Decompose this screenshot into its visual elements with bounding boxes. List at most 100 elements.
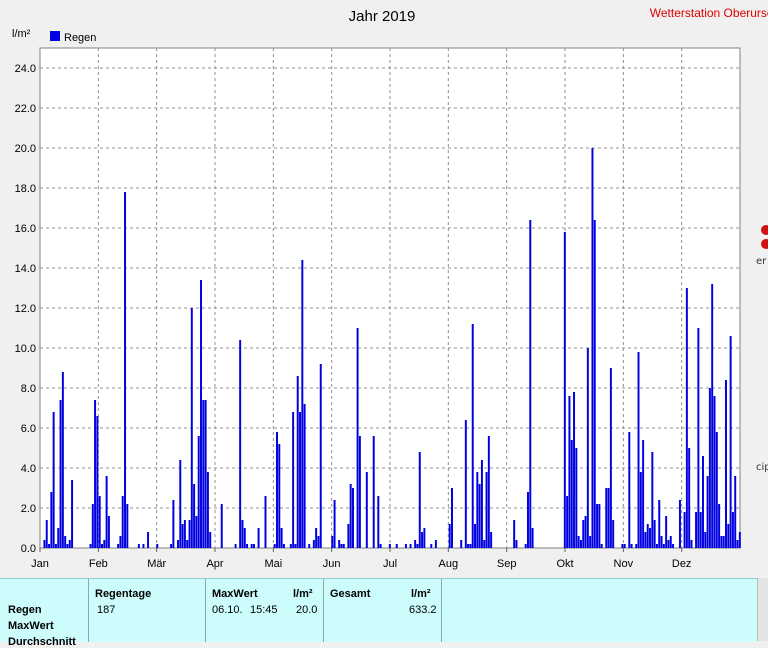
rain-bar [690, 540, 693, 548]
rain-bar [655, 544, 658, 548]
rain-bar [59, 400, 62, 548]
rain-bar [596, 504, 599, 548]
rain-bar [487, 436, 490, 548]
rain-bar [340, 544, 343, 548]
rain-bar [57, 528, 60, 548]
rain-bar [434, 540, 437, 548]
rain-bar [409, 544, 412, 548]
rain-bar [365, 472, 368, 548]
rain-bar [605, 488, 608, 548]
rain-bar [250, 544, 253, 548]
rain-bar [706, 476, 709, 548]
y-tick-label: 14.0 [15, 263, 36, 275]
rain-bar [416, 544, 419, 548]
rain-bar [414, 540, 417, 548]
edge-label-1: er [756, 256, 767, 267]
rain-bar [43, 540, 46, 548]
x-tick-label: Mär [147, 558, 166, 570]
rain-bar [202, 400, 205, 548]
rain-bar [54, 544, 57, 548]
rain-bar [193, 484, 196, 548]
rain-bar [612, 520, 615, 548]
rain-bar [418, 452, 421, 548]
rain-bar [421, 532, 424, 548]
rain-bar [688, 448, 691, 548]
rain-bar [331, 536, 334, 548]
x-tick-label: Jun [323, 558, 341, 570]
x-tick-label: Jul [383, 558, 397, 570]
rain-bar [695, 512, 698, 548]
rain-bar [586, 348, 589, 548]
rain-bar [683, 512, 686, 548]
rain-bar [347, 524, 350, 548]
rain-bar [600, 544, 603, 548]
rain-bar [628, 432, 631, 548]
status-dot-icon [761, 225, 768, 249]
x-tick-label: Aug [439, 558, 459, 570]
edge-label-2: cip [756, 462, 768, 473]
rain-bar [377, 496, 380, 548]
rain-bar [591, 148, 594, 548]
rain-bar [460, 540, 463, 548]
y-tick-label: 18.0 [15, 183, 36, 195]
rain-bar [476, 472, 479, 548]
rain-bar [577, 536, 580, 548]
rain-bar [637, 352, 640, 548]
row-label-durchschnitt: Durchschnitt [8, 636, 76, 648]
rain-bar [333, 500, 336, 548]
rain-bar [388, 544, 391, 548]
rain-bar [204, 400, 207, 548]
y-tick-label: 12.0 [15, 303, 36, 315]
row-label-regen: Regen [8, 604, 42, 616]
rain-bar [264, 496, 267, 548]
x-tick-label: Feb [89, 558, 108, 570]
rain-bar [699, 512, 702, 548]
rain-bar [241, 520, 244, 548]
rain-bar [338, 540, 341, 548]
rain-bar [186, 540, 189, 548]
rain-bar [513, 520, 516, 548]
rain-bar [71, 480, 74, 548]
rain-bar [404, 544, 407, 548]
rain-bar [209, 532, 212, 548]
x-tick-label: Dez [672, 558, 692, 570]
rain-bar [280, 528, 283, 548]
rain-bar [257, 528, 260, 548]
rain-bar [358, 436, 361, 548]
rain-bar [713, 396, 716, 548]
rain-bar [315, 528, 318, 548]
rain-bar [582, 520, 585, 548]
rain-bar [515, 540, 518, 548]
rain-bar [147, 532, 150, 548]
rain-bar [702, 456, 704, 548]
chart-title: Jahr 2019 [349, 8, 416, 25]
rain-bar [117, 544, 120, 548]
rain-bar [121, 496, 124, 548]
rain-bar [669, 536, 672, 548]
x-tick-label: Sep [497, 558, 517, 570]
rain-bar [483, 540, 486, 548]
rain-bar [464, 420, 467, 548]
rain-bar [308, 544, 311, 548]
maxwert-date: 06.10. [212, 604, 243, 616]
rain-bar [119, 536, 122, 548]
column-divider [88, 579, 89, 642]
rain-bar [430, 544, 433, 548]
rain-bar [317, 536, 320, 548]
rain-bar [319, 364, 322, 548]
rain-bar [573, 392, 576, 548]
vertical-scrollbar[interactable] [757, 578, 768, 641]
rain-bar [299, 412, 302, 548]
rain-bar [312, 540, 315, 548]
rain-bar [729, 336, 732, 548]
window-edge-control[interactable] [754, 220, 768, 260]
x-tick-label: Okt [556, 558, 573, 570]
rain-bar [653, 520, 656, 548]
y-tick-label: 24.0 [15, 63, 36, 75]
rain-bar [575, 448, 578, 548]
rain-bar [697, 328, 700, 548]
row-label-maxwert: MaxWert [8, 620, 54, 632]
rain-bar [239, 340, 242, 548]
rain-bar [52, 412, 55, 548]
rain-bar [531, 528, 534, 548]
